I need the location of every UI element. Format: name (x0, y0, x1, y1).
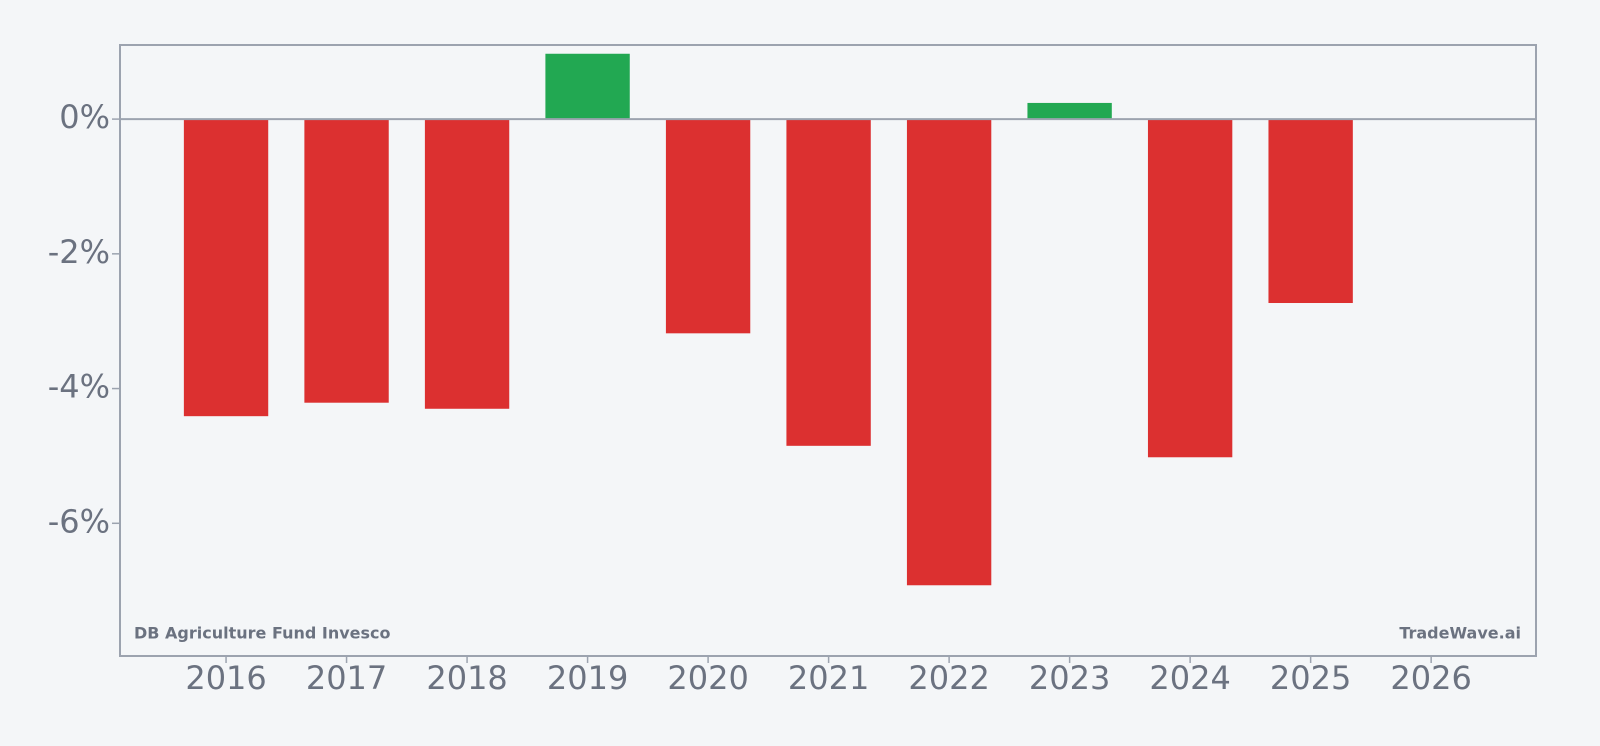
x-tick-label: 2016 (185, 659, 266, 697)
y-tick-label: -4% (48, 368, 110, 406)
x-tick-label: 2023 (1029, 659, 1110, 697)
bar (786, 119, 871, 446)
bar (1027, 102, 1112, 120)
bar (1147, 119, 1233, 458)
bar (665, 119, 751, 334)
bar (424, 119, 510, 409)
x-tick-label: 2018 (426, 659, 507, 697)
y-tick-label: -2% (48, 233, 110, 271)
x-tick-label: 2025 (1270, 659, 1351, 697)
annotation: TradeWave.ai (1399, 624, 1521, 643)
bar (545, 53, 630, 120)
x-tick-label: 2024 (1149, 659, 1230, 697)
x-tick-label: 2017 (306, 659, 387, 697)
bar (183, 119, 269, 417)
bar (906, 119, 992, 586)
bar (1268, 119, 1353, 304)
y-tick-label: -6% (48, 502, 110, 540)
annotation: DB Agriculture Fund Invesco (134, 624, 391, 643)
x-tick-label: 2020 (667, 659, 748, 697)
x-tick-label: 2022 (908, 659, 989, 697)
x-tick-label: 2026 (1390, 659, 1471, 697)
bar (304, 119, 389, 403)
y-tick-label: 0% (59, 98, 110, 136)
x-tick-label: 2021 (788, 659, 869, 697)
x-tick-label: 2019 (547, 659, 628, 697)
